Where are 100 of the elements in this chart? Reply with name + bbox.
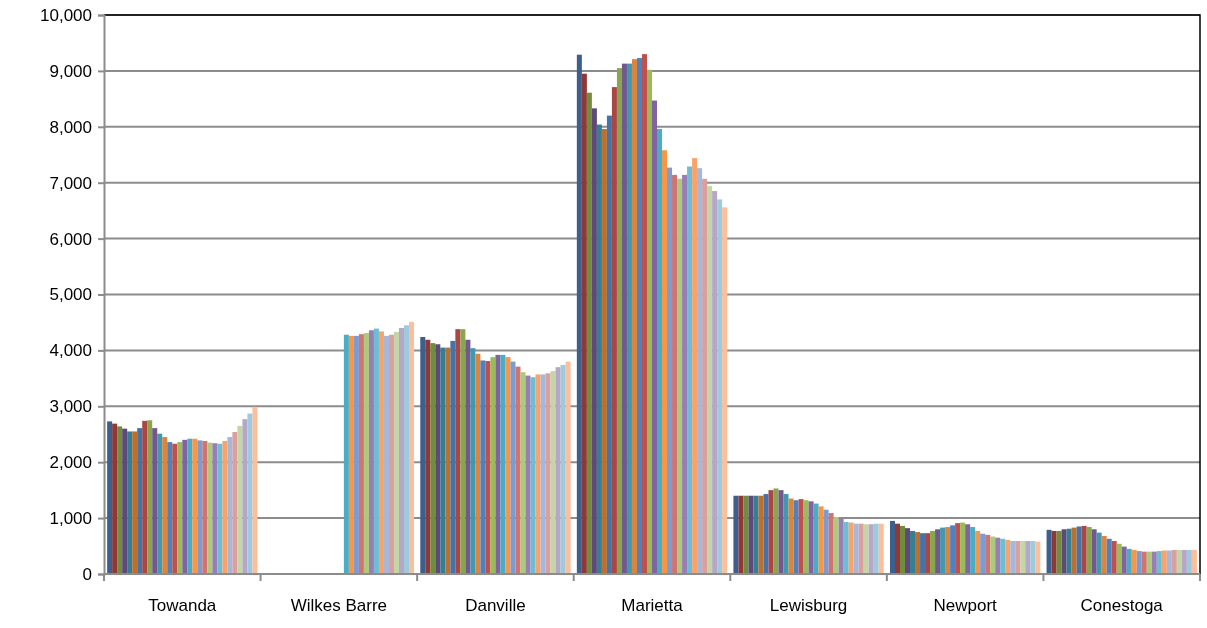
bar (722, 207, 728, 574)
bar (227, 437, 233, 574)
bar (172, 443, 178, 574)
bar (1141, 551, 1147, 574)
bar (783, 494, 789, 574)
bar (652, 100, 658, 574)
bar (915, 532, 921, 574)
bar (500, 354, 506, 574)
bar (1056, 530, 1062, 574)
bar (1081, 525, 1087, 574)
bar (187, 438, 193, 574)
bar (1181, 549, 1187, 574)
bar (1020, 541, 1026, 574)
bar (358, 334, 364, 574)
bar (1146, 551, 1152, 574)
bar (222, 440, 228, 574)
bar (465, 339, 471, 574)
bar (596, 124, 602, 574)
bar (621, 63, 627, 574)
bar (363, 333, 369, 574)
bar (733, 495, 739, 574)
bar (192, 438, 198, 574)
bar (425, 339, 431, 574)
bar (606, 115, 612, 574)
bar (420, 336, 426, 574)
bar (107, 421, 113, 574)
bar (848, 522, 854, 574)
bar (252, 406, 258, 574)
bar (878, 523, 884, 574)
bar (1010, 541, 1016, 574)
y-tick-label: 4,000 (49, 341, 92, 361)
bar (202, 440, 208, 574)
bar (545, 373, 551, 574)
bar (803, 500, 809, 574)
bar (1161, 550, 1167, 574)
bar (925, 533, 931, 574)
bar (717, 199, 723, 574)
bar (692, 158, 698, 574)
bar (753, 495, 759, 574)
bar (132, 431, 138, 574)
bar (505, 357, 511, 574)
bar (905, 528, 911, 574)
bar (960, 522, 966, 574)
x-tick-label: Wilkes Barre (290, 596, 388, 615)
bar (1025, 541, 1031, 574)
bar (237, 425, 243, 574)
bar (470, 348, 476, 574)
bar (393, 331, 399, 574)
bar (460, 329, 466, 574)
bar (535, 374, 541, 574)
bar (1035, 541, 1041, 574)
bar (247, 413, 253, 574)
bar (162, 437, 168, 574)
bar (475, 353, 481, 574)
bar (217, 443, 223, 574)
bar (581, 73, 587, 574)
bar (157, 433, 163, 574)
bar (788, 498, 794, 574)
bar (197, 440, 203, 574)
bar (450, 340, 456, 574)
bar (763, 494, 769, 574)
bar (985, 534, 991, 574)
bar (1101, 535, 1107, 574)
bar (1136, 551, 1142, 574)
bar (823, 509, 829, 574)
x-tick-label: Marietta (621, 596, 684, 615)
bar (1151, 551, 1157, 574)
bar (858, 523, 864, 574)
bar (975, 530, 981, 574)
bar (707, 186, 713, 574)
bar (935, 529, 941, 574)
bar (560, 364, 566, 574)
bar (1171, 549, 1177, 574)
bar (945, 527, 951, 574)
bar (631, 59, 637, 574)
bar (818, 506, 824, 574)
bar (910, 530, 916, 574)
bar (122, 428, 128, 574)
bar (409, 321, 415, 574)
bar (636, 58, 642, 574)
bar (1111, 541, 1117, 574)
bar (1000, 538, 1006, 574)
bar (510, 361, 516, 574)
bar (712, 191, 718, 574)
bar (662, 150, 668, 574)
bar (398, 328, 404, 574)
bar (843, 522, 849, 574)
bar (611, 87, 617, 574)
bar (1091, 529, 1097, 574)
bar (388, 334, 394, 574)
bar (343, 334, 349, 574)
bar (440, 347, 446, 574)
bar (1066, 528, 1072, 574)
bar (525, 375, 531, 574)
bar (833, 516, 839, 574)
bar (242, 419, 248, 574)
x-tick-label: Danville (465, 596, 526, 615)
bar (142, 420, 148, 574)
bar (641, 54, 647, 574)
bar (348, 335, 354, 574)
